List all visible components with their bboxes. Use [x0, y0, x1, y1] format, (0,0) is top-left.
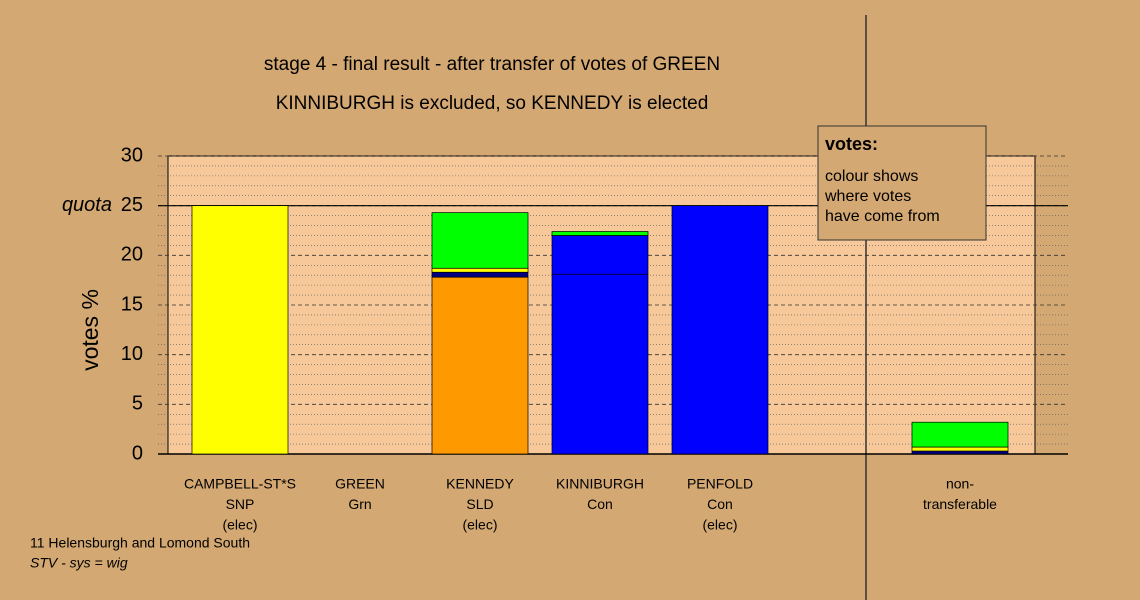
y-tick-label: 20 — [121, 244, 143, 266]
note-title: votes: — [825, 134, 878, 154]
x-tick-label: PENFOLD — [687, 476, 753, 492]
bar-segment — [431, 267, 529, 273]
note-line: colour shows — [825, 168, 918, 185]
footer-line: 11 Helensburgh and Lomond South — [30, 535, 250, 551]
x-tick-label: (elec) — [462, 517, 497, 533]
y-tick-label: 25 — [121, 194, 143, 216]
x-tick-label: SLD — [466, 496, 493, 512]
x-tick-label: KENNEDY — [446, 476, 514, 492]
quota-label: quota — [62, 194, 112, 216]
note-box — [817, 125, 987, 241]
y-axis-label: votes % — [77, 289, 103, 371]
x-tick-label: KINNIBURGH — [556, 476, 644, 492]
x-tick-label: Grn — [348, 496, 371, 512]
note-line: where votes — [824, 188, 911, 205]
chart-title: stage 4 - final result - after transfer … — [264, 54, 720, 75]
x-tick-label: Con — [587, 496, 613, 512]
x-tick-label: SNP — [226, 496, 255, 512]
x-tick-label: transferable — [923, 496, 997, 512]
y-tick-label: 15 — [121, 293, 143, 315]
footer-line: STV - sys = wig — [30, 555, 128, 571]
y-tick-label: 5 — [132, 393, 143, 415]
y-tick-label: 0 — [132, 442, 143, 464]
x-tick-label: (elec) — [702, 517, 737, 533]
x-tick-label: GREEN — [335, 476, 385, 492]
bar-segment — [431, 276, 529, 455]
x-tick-label: (elec) — [222, 517, 257, 533]
note-line: have come from — [825, 208, 940, 225]
bar-segment — [911, 421, 1009, 448]
bar-segment — [431, 212, 529, 269]
bar-segment — [551, 273, 649, 455]
bar-segment — [191, 205, 289, 455]
x-tick-label: CAMPBELL-ST*S — [184, 476, 296, 492]
chart-subtitle: KINNIBURGH is excluded, so KENNEDY is el… — [276, 93, 709, 114]
y-tick-label: 30 — [121, 144, 143, 166]
bar-segment — [431, 271, 529, 278]
bar-segment — [911, 446, 1009, 452]
x-tick-label: non- — [946, 476, 974, 492]
bar-segment — [551, 231, 649, 236]
x-tick-label: Con — [707, 496, 733, 512]
bar-segment — [671, 205, 769, 455]
bar-segment — [551, 235, 649, 275]
bar-segment — [911, 450, 1009, 455]
y-tick-label: 10 — [121, 343, 143, 365]
